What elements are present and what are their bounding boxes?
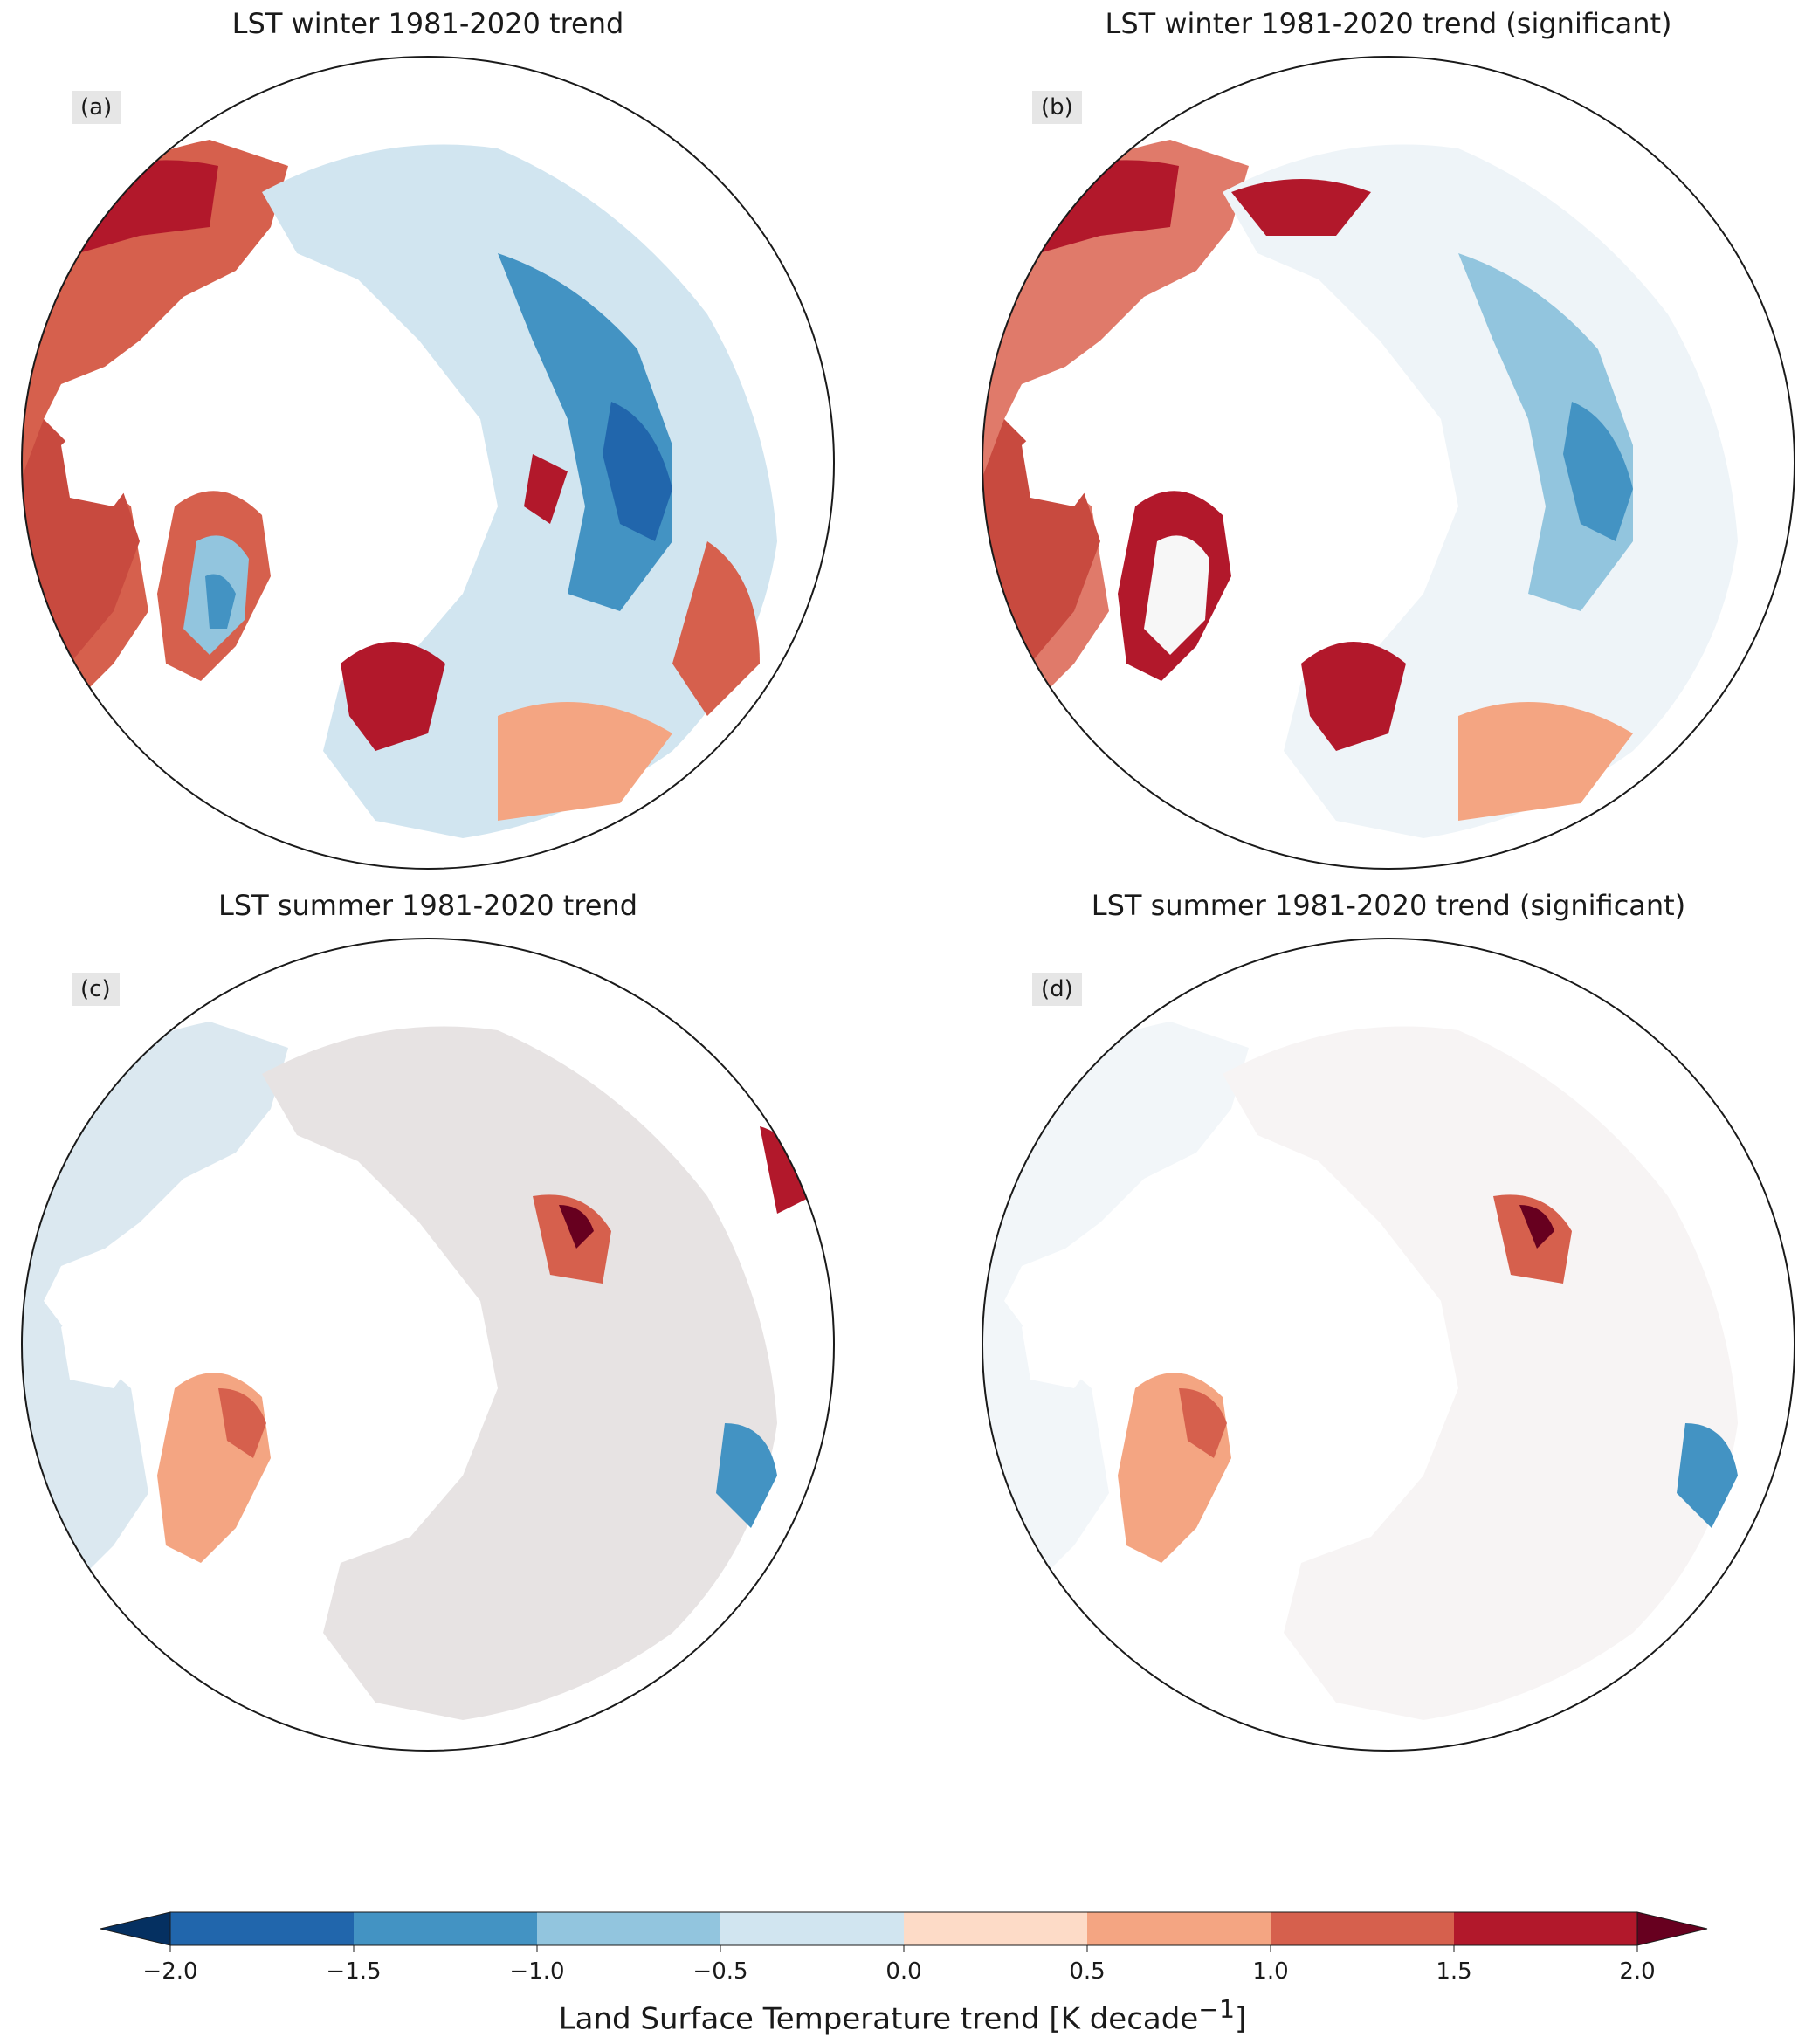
polar-map-winter bbox=[21, 56, 835, 870]
colorbar-bin bbox=[537, 1912, 720, 1945]
panel-label: (c) bbox=[72, 973, 120, 1006]
colorbar-bin bbox=[1454, 1912, 1637, 1945]
colorbar-bin bbox=[904, 1912, 1087, 1945]
panel-title: LST winter 1981-2020 trend (significant) bbox=[1105, 7, 1672, 40]
panel-label: (b) bbox=[1032, 91, 1082, 124]
colorbar-bin bbox=[354, 1912, 537, 1945]
panel-b: LST winter 1981-2020 trend (significant)… bbox=[969, 0, 1805, 873]
colorbar-bin bbox=[1271, 1912, 1454, 1945]
panel-label: (a) bbox=[72, 91, 121, 124]
colorbar-tick-label: −1.5 bbox=[326, 1958, 381, 1985]
colorbar-bin bbox=[720, 1912, 904, 1945]
colorbar-tick-label: −2.0 bbox=[142, 1958, 197, 1985]
colorbar-tick-label: 0.0 bbox=[885, 1958, 921, 1985]
colorbar-tick-label: −1.0 bbox=[509, 1958, 564, 1985]
panel-title: LST summer 1981-2020 trend (significant) bbox=[1091, 889, 1686, 922]
water-hudson-bay bbox=[61, 430, 140, 506]
colorbar-label: Land Surface Temperature trend [K decade… bbox=[558, 1995, 1247, 2037]
colorbar-tick-label: 1.0 bbox=[1252, 1958, 1288, 1985]
panel-title: LST summer 1981-2020 trend bbox=[217, 889, 638, 922]
polar-map-summer bbox=[21, 938, 835, 1752]
panel-c: LST summer 1981-2020 trend (c) bbox=[9, 882, 847, 1755]
polar-map-summer-significant bbox=[982, 938, 1795, 1752]
colorbar-tick-label: 0.5 bbox=[1069, 1958, 1105, 1985]
panel-label: (d) bbox=[1032, 973, 1082, 1006]
panel-a: LST winter 1981-2020 trend (a) bbox=[9, 0, 847, 873]
colorbar: −2.0 −1.5 −1.0 −0.5 0.0 0.5 1.0 1.5 2.0 bbox=[100, 1911, 1708, 1985]
panel-title: LST winter 1981-2020 trend bbox=[231, 7, 624, 40]
colorbar-over-extend bbox=[1636, 1911, 1708, 1946]
colorbar-bin bbox=[170, 1912, 354, 1945]
colorbar-tick-label: 1.5 bbox=[1436, 1958, 1471, 1985]
panel-d: LST summer 1981-2020 trend (significant)… bbox=[969, 882, 1805, 1755]
colorbar-under-extend bbox=[100, 1911, 171, 1946]
colorbar-tick-label: −0.5 bbox=[692, 1958, 747, 1985]
colorbar-tick-label: 2.0 bbox=[1619, 1958, 1655, 1985]
colorbar-bin bbox=[1087, 1912, 1271, 1945]
polar-map-winter-significant bbox=[982, 56, 1795, 870]
